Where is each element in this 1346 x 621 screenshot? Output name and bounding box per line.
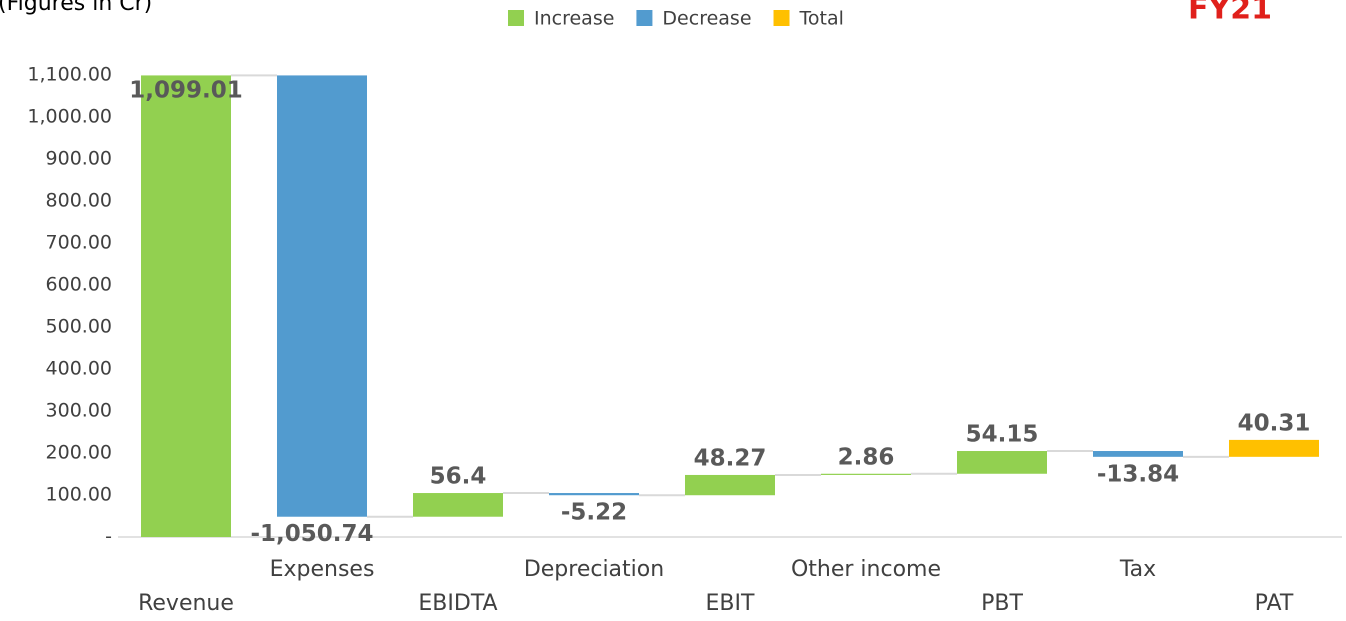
- data-label: 2.86: [838, 444, 895, 470]
- data-label: 1,099.01: [129, 78, 243, 104]
- x-tick-label: Revenue: [138, 591, 234, 616]
- y-tick-label: 200.00: [46, 442, 112, 464]
- bar: [141, 75, 231, 537]
- data-label: 48.27: [694, 445, 767, 471]
- y-tick-label: 600.00: [46, 274, 112, 296]
- legend-swatch: [636, 10, 653, 26]
- y-tick-label: 300.00: [46, 400, 112, 422]
- data-label: 56.4: [430, 464, 487, 490]
- legend-swatch: [773, 10, 790, 26]
- x-tick-label: EBIT: [706, 591, 755, 616]
- bar: [1093, 451, 1183, 457]
- legend-label: Total: [799, 8, 844, 30]
- chart-title: (Figures in Cr): [0, 0, 152, 16]
- bar: [1229, 439, 1319, 457]
- data-label: 40.31: [1238, 410, 1311, 436]
- y-tick-label: 400.00: [46, 358, 112, 380]
- x-tick-label: Other income: [791, 557, 941, 582]
- bar: [413, 493, 503, 517]
- chart-subtitle: FY21: [1188, 0, 1272, 27]
- x-tick-label: Depreciation: [524, 557, 664, 582]
- legend-swatch: [508, 10, 524, 26]
- bar: [957, 451, 1047, 474]
- y-tick-label: 100.00: [46, 484, 112, 506]
- x-tick-label: EBIDTA: [418, 591, 497, 616]
- bar: [685, 474, 775, 496]
- data-label: -1,050.74: [250, 521, 373, 547]
- legend-label: Increase: [534, 8, 614, 30]
- bar: [549, 493, 639, 496]
- y-tick-label: 700.00: [46, 232, 112, 254]
- y-tick-label: 1,000.00: [27, 106, 112, 128]
- x-tick-label: PBT: [981, 591, 1023, 616]
- data-label: -13.84: [1097, 461, 1179, 487]
- y-tick-label: -: [105, 526, 112, 548]
- x-tick-label: Tax: [1119, 557, 1156, 582]
- bar: [821, 473, 911, 475]
- data-label: -5.22: [561, 500, 627, 526]
- x-tick-label: PAT: [1255, 591, 1294, 616]
- y-tick-label: 1,100.00: [27, 64, 112, 86]
- bar: [277, 75, 367, 517]
- x-tick-label: Expenses: [270, 557, 375, 582]
- y-tick-label: 500.00: [46, 316, 112, 338]
- data-label: 54.15: [966, 422, 1039, 448]
- legend-label: Decrease: [662, 8, 751, 30]
- y-tick-label: 900.00: [46, 148, 112, 170]
- y-tick-label: 800.00: [46, 190, 112, 212]
